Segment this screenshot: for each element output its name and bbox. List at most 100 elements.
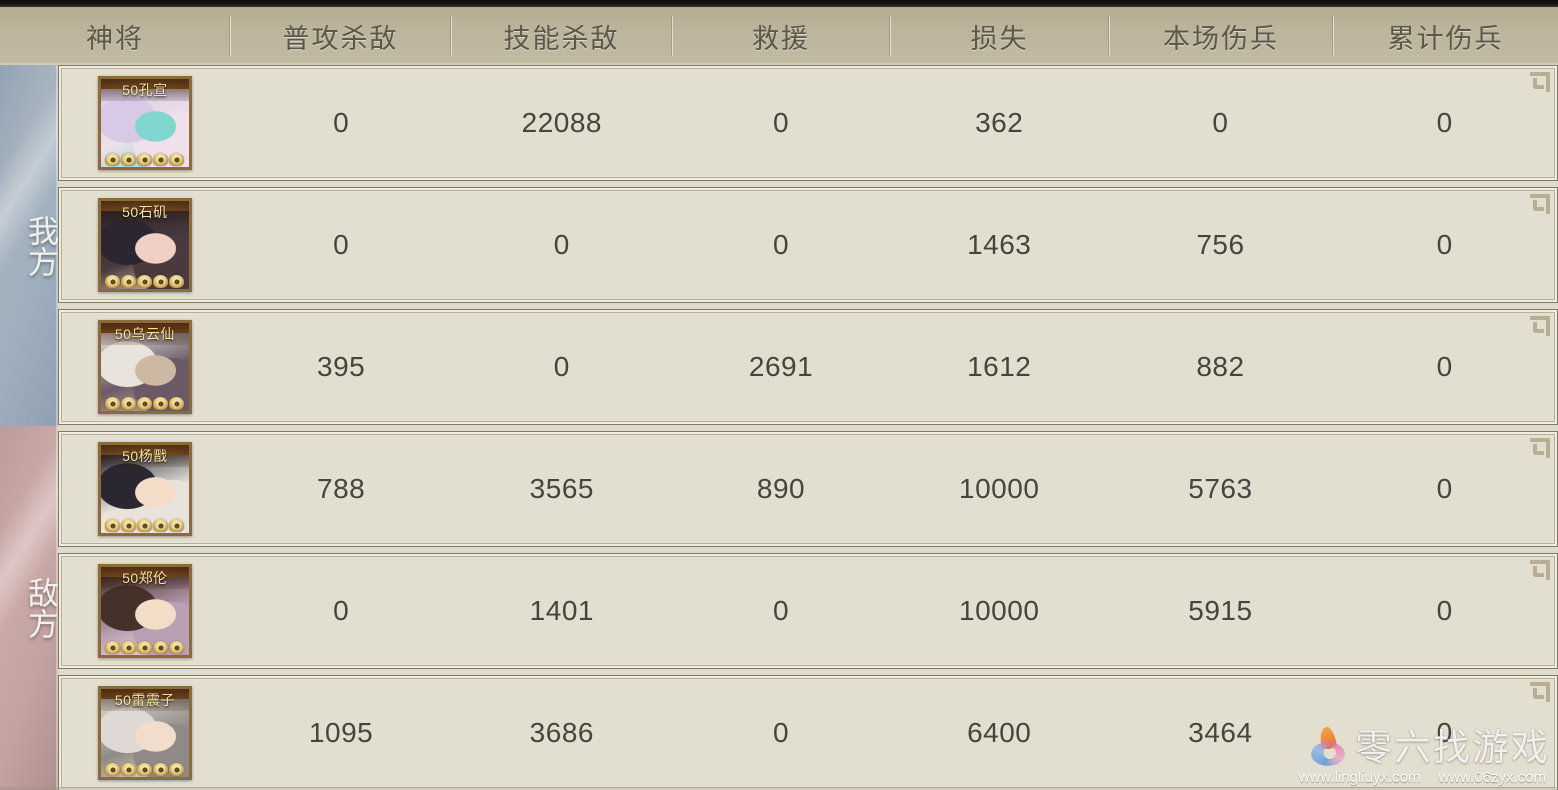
star-icon [169,519,185,532]
cell-normal-attack-kills: 0 [333,107,350,138]
cell-rescue: 890 [756,473,806,504]
hero-portrait[interactable]: 50 石矶 [97,198,192,292]
cell-hero[interactable]: 50 杨戬 [1,432,231,546]
star-icon [169,275,185,288]
hero-level: 50 [114,326,132,342]
cell-wounded-total: 0 [1436,229,1453,260]
top-edge-strip [0,0,1558,7]
cell-wounded-total: 0 [1436,595,1453,626]
star-icon [153,763,169,776]
star-icon [105,275,121,288]
cell-rescue: 0 [772,229,790,260]
cell-hero[interactable]: 50 郑伦 [1,554,231,668]
column-header-rescue: 救援 [672,7,890,65]
star-icon [137,153,153,166]
hero-level: 50 [122,204,139,220]
star-icon [137,397,153,410]
hero-level: 50 [114,692,132,708]
star-icon [169,153,185,166]
hero-level: 50 [122,82,139,98]
star-icon [153,275,169,288]
side-rail-enemy-label: 敌方 [23,577,58,639]
star-icon [169,763,185,776]
cell-skill-kills: 1401 [529,595,594,626]
star-icon [169,397,185,410]
hero-name-label: 50 雷震子 [100,689,189,711]
cell-losses: 10000 [959,473,1040,504]
cell-hero[interactable]: 50 孔宣 [1,66,231,180]
star-icon [121,763,137,776]
hero-portrait[interactable]: 50 乌云仙 [97,320,192,414]
side-rail-enemy: 敌方 [0,426,58,790]
cell-normal-attack-kills: 395 [317,351,366,382]
hero-level: 50 [122,570,139,586]
column-header-wounded-this-battle: 本场伤兵 [1109,7,1333,65]
corner-ornament [1528,316,1550,338]
table-row[interactable]: 50 孔宣 0 22088 0 362 0 0 [58,65,1558,181]
hero-star-rating [101,153,189,166]
cell-wounded-this-battle: 882 [1196,351,1245,382]
star-icon [105,641,121,654]
star-icon [105,763,121,776]
hero-star-rating [101,397,189,410]
star-icon [153,153,169,166]
hero-portrait[interactable]: 50 杨戬 [97,442,192,536]
cell-wounded-this-battle: 756 [1196,229,1245,260]
star-icon [153,519,169,532]
cell-losses: 6400 [967,717,1032,748]
cell-wounded-this-battle: 3464 [1188,717,1253,748]
star-icon [153,397,169,410]
cell-wounded-total: 0 [1436,473,1453,504]
corner-ornament [1528,438,1550,460]
bottom-edge-strip [0,787,1558,790]
hero-star-rating [101,763,189,776]
cell-hero[interactable]: 50 石矶 [1,188,231,302]
star-icon [121,275,137,288]
hero-portrait[interactable]: 50 郑伦 [97,564,192,658]
side-rail-ally-label: 我方 [23,214,58,277]
table-row[interactable]: 50 石矶 0 0 0 1463 756 0 [58,187,1558,303]
column-header-hero: 神将 [86,23,144,54]
table-row[interactable]: 50 杨戬 788 3565 890 10000 5763 0 [58,431,1558,547]
table-row[interactable]: 50 雷震子 1095 3686 0 6400 3464 0 [58,675,1558,790]
cell-hero[interactable]: 50 雷震子 [1,676,231,790]
corner-ornament [1528,194,1550,216]
star-icon [121,519,137,532]
column-header-wounded-total: 累计伤兵 [1333,7,1558,65]
column-header-normal-attack-kills: 普攻杀敌 [230,7,451,65]
column-header-skill-kills: 技能杀敌 [451,7,672,65]
cell-wounded-total: 0 [1436,717,1453,748]
cell-hero[interactable]: 50 乌云仙 [1,310,231,424]
cell-rescue: 0 [772,595,790,626]
hero-level: 50 [122,448,139,464]
table-row[interactable]: 50 郑伦 0 1401 0 10000 5915 0 [58,553,1558,669]
cell-skill-kills: 3565 [529,473,594,504]
hero-portrait[interactable]: 50 雷震子 [97,686,192,780]
hero-name: 杨戬 [138,448,168,464]
star-icon [137,641,153,654]
cell-normal-attack-kills: 788 [317,473,366,504]
star-icon [137,763,153,776]
hero-name-label: 50 杨戬 [100,445,189,467]
corner-ornament [1528,682,1550,704]
star-icon [121,397,137,410]
cell-losses: 1612 [967,351,1032,382]
cell-skill-kills: 3686 [529,717,594,748]
hero-portrait[interactable]: 50 孔宣 [97,76,192,170]
star-icon [121,641,137,654]
cell-losses: 1463 [967,229,1032,260]
table-row[interactable]: 50 乌云仙 395 0 2691 1612 882 0 [58,309,1558,425]
cell-rescue: 2691 [748,351,814,382]
hero-name-label: 50 孔宣 [100,79,189,101]
hero-name: 石矶 [138,204,168,220]
hero-name: 乌云仙 [131,326,175,342]
cell-losses: 10000 [959,595,1040,626]
column-header-losses: 损失 [890,7,1109,65]
corner-ornament [1528,560,1550,582]
cell-wounded-total: 0 [1436,351,1453,382]
star-icon [105,153,121,166]
cell-wounded-total: 0 [1436,107,1453,138]
cell-normal-attack-kills: 0 [333,595,350,626]
side-rail-ally: 我方 [0,65,58,426]
